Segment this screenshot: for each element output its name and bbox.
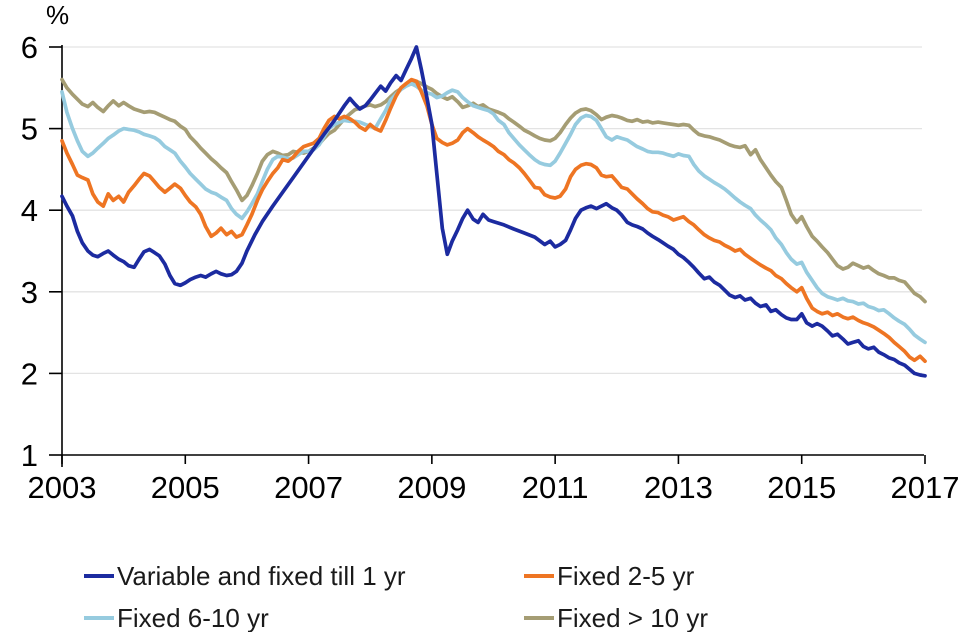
- legend-label-fixed-6-10-yr: Fixed 6-10 yr: [117, 602, 269, 632]
- y-tick-label-5: 5: [21, 112, 38, 147]
- legend-item-variable-and-fixed-till-1-yr: Variable and fixed till 1 yr: [84, 556, 524, 596]
- y-tick-label-3: 3: [21, 275, 38, 310]
- x-tick-label-2013: 2013: [644, 470, 713, 505]
- legend-swatch-variable-and-fixed-till-1-yr: [84, 574, 114, 578]
- legend-item-fixed-10-yr: Fixed > 10 yr: [524, 598, 708, 632]
- legend-label-fixed-10-yr: Fixed > 10 yr: [557, 602, 709, 632]
- x-tick-label-2017: 2017: [891, 470, 960, 505]
- series-line-fixed-6-10-yr: [60, 81, 927, 345]
- chart-legend: Variable and fixed till 1 yr Fixed 2-5 yr…: [84, 556, 708, 632]
- y-tick-label-4: 4: [21, 193, 38, 228]
- legend-label-fixed-2-5-yr: Fixed 2-5 yr: [557, 560, 695, 591]
- x-tick-label-2011: 2011: [522, 470, 589, 505]
- y-tick-label-2: 2: [21, 356, 38, 391]
- y-axis-unit-label: %: [46, 0, 70, 30]
- x-tick-label-2007: 2007: [274, 470, 343, 505]
- legend-swatch-fixed-10-yr: [524, 616, 554, 620]
- series-line-fixed-10-yr: [60, 77, 927, 304]
- legend-item-fixed-6-10-yr: Fixed 6-10 yr: [84, 598, 524, 632]
- legend-swatch-fixed-6-10-yr: [84, 616, 114, 620]
- legend-item-fixed-2-5-yr: Fixed 2-5 yr: [524, 556, 708, 596]
- legend-label-variable-and-fixed-till-1-yr: Variable and fixed till 1 yr: [117, 560, 406, 591]
- series-line-fixed-2-5-yr: [60, 77, 927, 364]
- x-tick-label-2005: 2005: [151, 470, 220, 505]
- legend-swatch-fixed-2-5-yr: [524, 574, 554, 578]
- y-tick-label-6: 6: [21, 30, 38, 65]
- x-tick-label-2009: 2009: [397, 470, 466, 505]
- y-tick-label-1: 1: [21, 438, 38, 473]
- series-line-variable-and-fixed-till-1-yr: [60, 45, 927, 378]
- x-tick-label-2015: 2015: [767, 470, 836, 505]
- x-tick-label-2003: 2003: [28, 470, 97, 505]
- line-chart-plot: 1 2 3 4 5 6 2003 2005 2007 2009 2011 2013 2015 2017: [21, 30, 960, 505]
